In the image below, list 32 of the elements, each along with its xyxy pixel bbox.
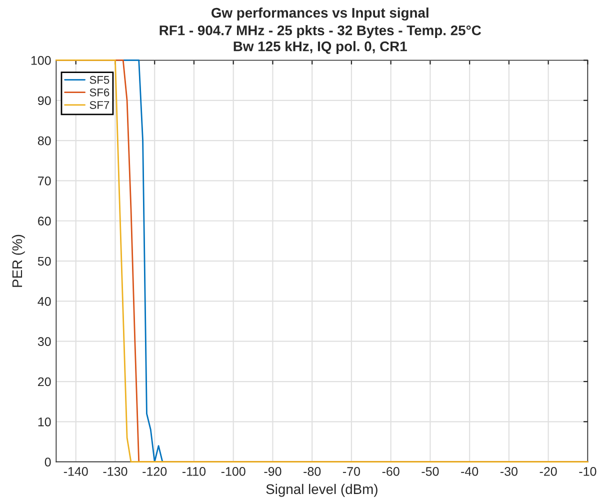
x-tick-label: -120 [142, 467, 167, 476]
x-tick-label: -50 [422, 467, 439, 476]
y-tick-label: 0 [44, 458, 51, 466]
x-tick-label: -40 [461, 467, 478, 476]
x-tick-label: -140 [64, 467, 88, 476]
y-tick-label: 60 [38, 216, 51, 226]
legend-label: SF6 [90, 88, 110, 96]
x-tick-label: -20 [540, 467, 557, 476]
y-tick-label: 40 [38, 297, 51, 306]
y-tick-label: 30 [38, 337, 51, 346]
x-tick-label: -110 [182, 467, 206, 476]
x-tick-label: -10 [579, 467, 596, 476]
chart-subtitle: RF1 - 904.7 MHz - 25 pkts - 32 Bytes - Temp. 25°C Bw 125 kHz, IQ pol. 0, CR1 [160, 25, 482, 54]
y-tick-label: 10 [38, 417, 51, 426]
legend-label: SF5 [90, 76, 110, 84]
y-axis-title: PER (%) [12, 234, 25, 287]
x-tick-label: -90 [264, 467, 282, 476]
legend-label: SF7 [90, 101, 110, 109]
y-tick-label: 20 [38, 377, 51, 386]
chart-title: Gw performances vs Input signal [211, 8, 428, 21]
y-tick-label: 100 [31, 56, 51, 65]
y-tick-label: 70 [38, 176, 51, 186]
x-axis-title: Signal level (dBm) [266, 484, 378, 497]
y-tick-label: 90 [38, 96, 51, 106]
y-tick-label: 80 [38, 136, 51, 146]
x-tick-label: -60 [382, 467, 400, 476]
x-tick-label: -70 [342, 467, 360, 476]
x-tick-label: -80 [304, 467, 321, 476]
x-tick-label: -30 [500, 467, 518, 476]
y-tick-label: 50 [38, 256, 51, 266]
x-tick-label: -100 [221, 467, 246, 476]
x-tick-label: -130 [103, 467, 128, 476]
